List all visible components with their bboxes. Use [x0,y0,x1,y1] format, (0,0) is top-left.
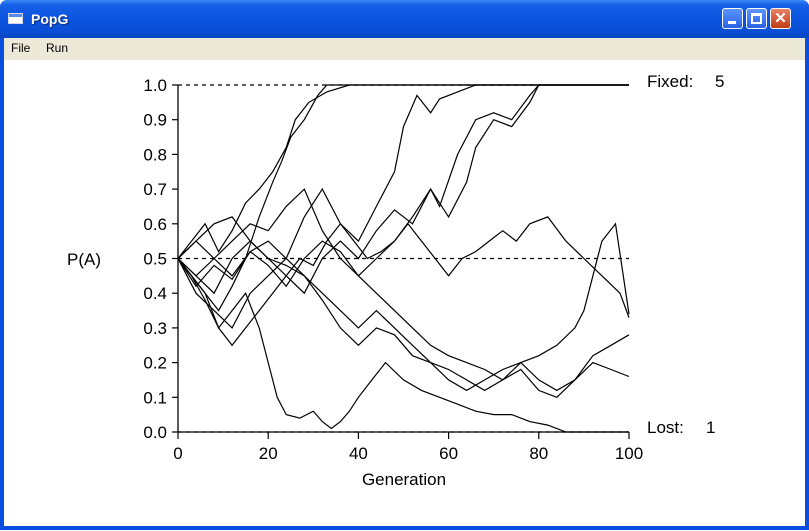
y-tick-label: 0.6 [143,215,167,234]
y-tick-label: 0.5 [143,250,167,269]
series-line-pop-8 [177,257,630,398]
series-line-pop-9 [177,216,630,392]
close-button[interactable]: ✕ [770,8,791,29]
allele-frequency-chart: 0.0 0.1 0.2 0.3 0.4 0.5 0.6 0.7 0.8 0.9 1.0 0 20 40 60… [67,72,724,489]
series-line-pop-5 [177,84,629,295]
menu-run[interactable]: Run [46,41,69,55]
y-tick-label: 0.4 [143,284,167,303]
app-window-icon[interactable] [8,13,23,24]
series-line-pop-10 [177,216,630,347]
close-icon: ✕ [774,10,787,27]
title-bar[interactable]: PopG ✕ [0,0,809,38]
y-tick-label: 0.2 [143,354,167,373]
y-tick-label: 0.0 [143,423,167,442]
y-tick-label: 1.0 [143,76,167,95]
lost-count: 1 [706,418,715,437]
series-line-pop-6 [177,258,629,433]
fixed-label: Fixed: [647,72,693,91]
minimize-button[interactable] [722,8,743,29]
x-tick-label: 20 [259,444,278,463]
series-line-pop-2 [177,84,629,259]
y-tick-label: 0.1 [143,388,167,407]
series-line-pop-3 [177,84,629,288]
menu-bar: File Run [4,38,805,60]
x-tick-label: 0 [173,444,182,463]
lost-label: Lost: [647,418,684,437]
y-tick-label: 0.7 [143,180,167,199]
menu-file[interactable]: File [11,41,31,55]
fixed-count: 5 [715,72,724,91]
y-tick-label: 0.8 [143,145,167,164]
minimize-icon [728,21,736,24]
series-line-pop-4 [177,84,629,288]
window-title: PopG [31,11,69,27]
maximize-button[interactable] [746,8,767,29]
x-axis-label: Generation [362,470,446,489]
x-tick-label: 80 [529,444,548,463]
plot-area: 0.0 0.1 0.2 0.3 0.4 0.5 0.6 0.7 0.8 0.9 1.0 0 20 40 60… [4,60,805,526]
y-tick-label: 0.9 [143,111,167,130]
y-axis-label: P(A) [67,250,101,269]
series-line-pop-7 [177,188,630,392]
y-tick-label: 0.3 [143,319,167,338]
maximize-icon [751,13,762,24]
x-tick-label: 100 [615,444,643,463]
x-tick-label: 60 [439,444,458,463]
series-line-pop-1 [177,84,629,312]
x-tick-label: 40 [349,444,368,463]
